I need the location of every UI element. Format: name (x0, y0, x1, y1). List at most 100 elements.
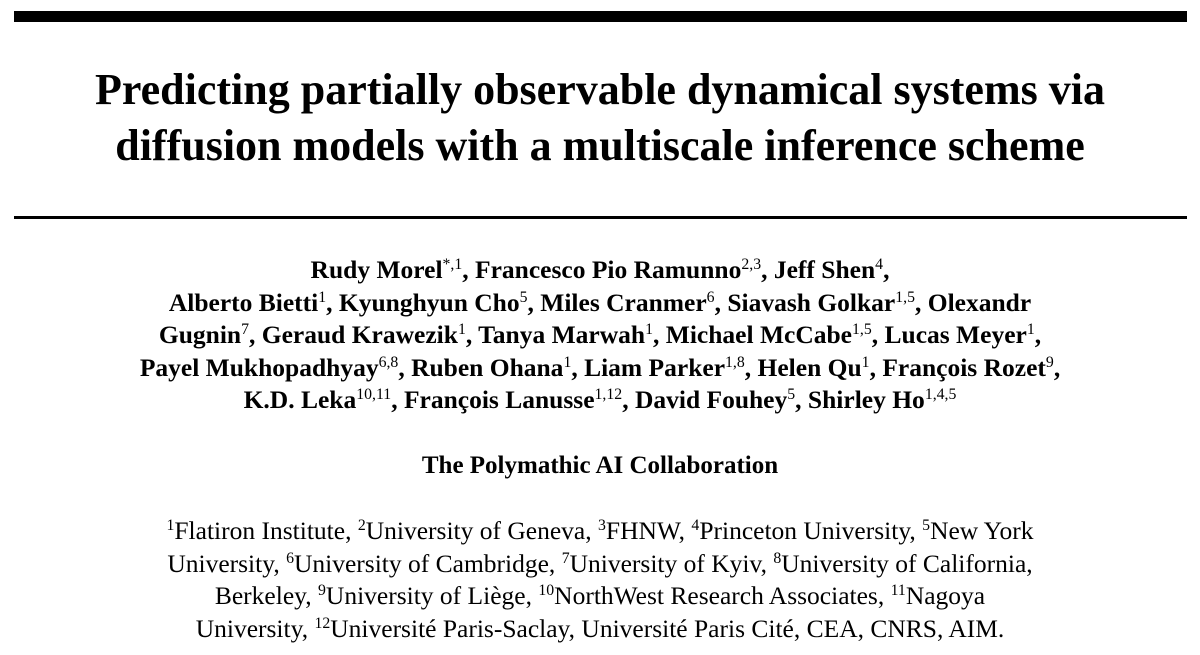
title-line: Predicting partially observable dynamica… (95, 65, 1105, 114)
author-affiliation-mark: 1,12 (594, 385, 623, 403)
author-name: Francesco Pio Ramunno (475, 255, 742, 284)
author-item: Helen Qu1, (758, 353, 883, 382)
author-item: Jeff Shen4, (774, 255, 890, 284)
author-item: David Fouhey5, (635, 385, 808, 414)
author-name: Alberto Bietti (168, 287, 319, 317)
affiliation-text: University of Kyiv, (569, 548, 774, 578)
author-affiliation-mark: 5 (519, 288, 528, 306)
author-item: Olexandr (928, 288, 1031, 317)
affiliation-line: 1Flatiron Institute, 2University of Gene… (0, 515, 1200, 548)
affiliation-text: University, (195, 613, 315, 643)
author-affiliation-mark: 1 (1026, 320, 1035, 338)
author-separator: , (391, 385, 404, 414)
affiliation-number: 10 (538, 581, 555, 599)
author-name: Siavash Golkar (727, 287, 896, 317)
affiliation-text: Université Paris-Saclay, Université Pari… (330, 613, 1005, 643)
author-separator: , (1034, 320, 1042, 349)
author-affiliation-mark: 1 (563, 353, 572, 371)
author-name: Gugnin (158, 320, 242, 349)
affiliation-list: 1Flatiron Institute, 2University of Gene… (0, 515, 1200, 645)
author-affiliation-mark: 7 (241, 320, 249, 338)
author-item: Lucas Meyer1, (885, 320, 1042, 349)
author-line: Alberto Bietti1, Kyunghyun Cho5, Miles C… (0, 287, 1200, 320)
title-bottom-rule (14, 216, 1187, 219)
affiliation-text: NorthWest Research Associates, (554, 581, 891, 610)
author-item: Gugnin7, (159, 320, 262, 349)
author-item: Michael McCabe1,5, (666, 320, 885, 349)
author-list: Rudy Morel*,1, Francesco Pio Ramunno2,3,… (0, 254, 1200, 417)
author-affiliation-mark: 1 (861, 353, 870, 371)
author-item: Rudy Morel*,1, (311, 255, 475, 284)
affiliation-text: University of Liège, (325, 581, 539, 610)
author-separator: , (571, 352, 585, 382)
author-affiliation-mark: 6 (706, 288, 715, 306)
affiliation-item: 3FHNW, (598, 516, 691, 545)
author-item: François Lanusse1,12, (404, 385, 635, 414)
author-affiliation-mark: 6,8 (378, 353, 399, 371)
author-affiliation-mark: 10,11 (356, 385, 392, 403)
author-item: Tanya Marwah1, (478, 320, 666, 349)
author-separator: , (465, 320, 479, 349)
affiliation-text: Nagoya (905, 581, 986, 610)
author-name: Kyunghyun Cho (338, 287, 520, 317)
affiliation-text: Berkeley, (214, 581, 318, 610)
affiliation-item: 5New York (922, 516, 1033, 545)
author-separator: , (915, 287, 928, 317)
author-name: Rudy Morel (310, 255, 443, 284)
affiliation-text: FHNW, (605, 516, 692, 545)
author-separator: , (326, 287, 339, 317)
affiliation-text: Flatiron Institute, (174, 516, 358, 545)
author-name: K.D. Leka (243, 385, 357, 414)
author-item: Alberto Bietti1, (169, 288, 339, 317)
author-line: Gugnin7, Geraud Krawezik1, Tanya Marwah1… (0, 319, 1200, 352)
affiliation-item: 11Nagoya (891, 581, 986, 610)
author-affiliation-mark: 1,5 (895, 288, 915, 306)
affiliation-number: 9 (318, 581, 326, 599)
author-affiliation-mark: *,1 (442, 255, 463, 273)
author-separator: , (744, 352, 758, 382)
author-item: Ruben Ohana1, (411, 353, 584, 382)
affiliation-item: Berkeley, (215, 581, 318, 610)
author-separator: , (714, 287, 728, 317)
author-name: Miles Cranmer (540, 287, 707, 317)
author-name: Lucas Meyer (884, 320, 1027, 349)
affiliation-item: University, (196, 614, 315, 643)
author-item: Kyunghyun Cho5, (339, 288, 540, 317)
author-item: Francesco Pio Ramunno2,3, (475, 255, 774, 284)
author-separator: , (622, 385, 635, 414)
affiliation-item: 8University of California, (773, 549, 1032, 578)
author-separator: , (398, 352, 412, 382)
author-separator: , (871, 320, 885, 349)
affiliation-item: 10NorthWest Research Associates, (538, 581, 890, 610)
affiliation-number: 1 (166, 516, 175, 534)
author-name: Michael McCabe (665, 320, 852, 349)
affiliation-text: University, (167, 548, 287, 578)
author-affiliation-mark: 4 (875, 255, 884, 273)
author-name: Ruben Ohana (411, 352, 564, 382)
author-name: François Lanusse (403, 385, 595, 414)
author-affiliation-mark: 1 (645, 320, 654, 338)
affiliation-item: 9University of Liège, (318, 581, 538, 610)
author-name: Liam Parker (584, 352, 726, 382)
top-rule (14, 11, 1187, 22)
author-separator: , (883, 255, 890, 284)
author-item: K.D. Leka10,11, (244, 385, 404, 414)
author-name: Olexandr (927, 287, 1032, 317)
author-separator: , (653, 320, 666, 349)
author-name: Helen Qu (757, 352, 862, 382)
author-item: Miles Cranmer6, (540, 288, 727, 317)
author-item: Geraud Krawezik1, (262, 320, 478, 349)
affiliation-number: 11 (890, 581, 906, 599)
affiliation-text: University of Geneva, (365, 516, 598, 545)
affiliation-text: University of California, (781, 548, 1033, 578)
author-name: Jeff Shen (773, 255, 876, 284)
affiliation-number: 7 (561, 549, 570, 567)
affiliation-number: 3 (598, 516, 606, 534)
author-affiliation-mark: 1,8 (725, 353, 745, 371)
affiliation-item: 1Flatiron Institute, (166, 516, 357, 545)
author-name: David Fouhey (634, 385, 788, 414)
author-item: Payel Mukhopadhyay6,8, (140, 353, 411, 382)
author-affiliation-mark: 1,4,5 (924, 385, 957, 403)
author-name: Tanya Marwah (478, 320, 646, 349)
author-line: K.D. Leka10,11, François Lanusse1,12, Da… (0, 384, 1200, 417)
